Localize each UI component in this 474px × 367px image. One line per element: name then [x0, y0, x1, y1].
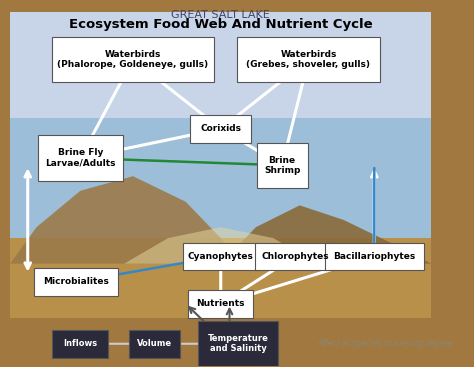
Text: Corixids: Corixids	[200, 124, 241, 133]
Text: Brine Fly
Larvae/Adults: Brine Fly Larvae/Adults	[45, 148, 116, 168]
FancyBboxPatch shape	[53, 330, 108, 357]
FancyBboxPatch shape	[38, 135, 123, 181]
FancyBboxPatch shape	[257, 143, 308, 188]
Bar	[10, 118, 431, 256]
FancyBboxPatch shape	[34, 268, 118, 296]
FancyBboxPatch shape	[183, 243, 258, 270]
Text: Inflows: Inflows	[64, 339, 98, 348]
FancyBboxPatch shape	[198, 321, 278, 366]
Text: Brine
Shrimp: Brine Shrimp	[264, 156, 301, 175]
Text: Temperature
and Salinity: Temperature and Salinity	[208, 334, 269, 353]
FancyBboxPatch shape	[129, 330, 181, 357]
Bar	[10, 318, 431, 366]
Text: Volume: Volume	[137, 339, 173, 348]
Polygon shape	[221, 206, 431, 264]
Polygon shape	[10, 176, 243, 264]
FancyBboxPatch shape	[191, 115, 251, 143]
Text: GREAT SALT LAKE: GREAT SALT LAKE	[172, 11, 270, 21]
FancyBboxPatch shape	[237, 37, 380, 82]
Text: Chlorophytes: Chlorophytes	[262, 252, 329, 261]
Text: Waterbirds
(Phalorope, Goldeneye, gulls): Waterbirds (Phalorope, Goldeneye, gulls)	[57, 50, 209, 69]
Polygon shape	[124, 227, 317, 264]
Text: Affect all species to varying degree: Affect all species to varying degree	[317, 339, 453, 348]
Text: Microbialites: Microbialites	[43, 277, 109, 286]
FancyBboxPatch shape	[255, 243, 335, 270]
Text: Nutrients: Nutrients	[197, 299, 245, 308]
FancyBboxPatch shape	[52, 37, 214, 82]
Text: Cyanophytes: Cyanophytes	[188, 252, 254, 261]
FancyBboxPatch shape	[188, 290, 254, 317]
FancyBboxPatch shape	[325, 243, 424, 270]
Text: Ecosystem Food Web And Nutrient Cycle: Ecosystem Food Web And Nutrient Cycle	[69, 18, 373, 31]
Bar	[10, 238, 431, 318]
Text: Waterbirds
(Grebes, shoveler, gulls): Waterbirds (Grebes, shoveler, gulls)	[246, 50, 371, 69]
Bar	[10, 12, 431, 318]
Text: Bacillariophytes: Bacillariophytes	[333, 252, 415, 261]
